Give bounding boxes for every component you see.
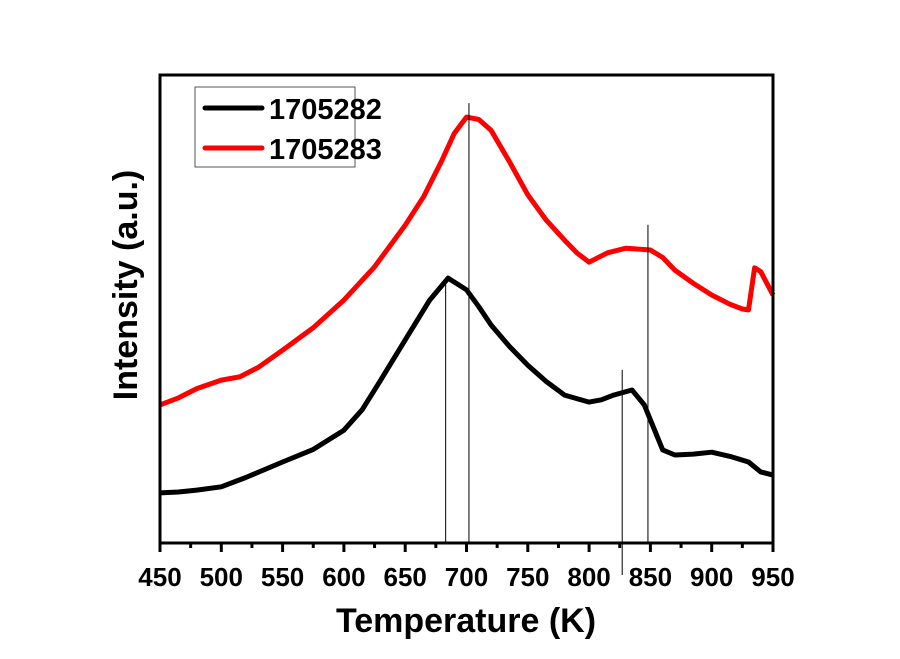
x-ticks [158, 543, 775, 552]
x-tick-label: 650 [384, 562, 427, 592]
series-line-1705282 [159, 275, 774, 496]
x-tick-label: 850 [629, 562, 672, 592]
legend-label-1705282: 1705282 [269, 94, 382, 126]
x-tick-label: 800 [567, 562, 610, 592]
x-tick-labels: 450 500 550 600 650 700 750 800 850 900 950 [138, 562, 794, 592]
x-tick-label: 950 [751, 562, 794, 592]
series-lines [159, 114, 776, 496]
x-tick-label: 900 [690, 562, 733, 592]
x-tick-label: 700 [445, 562, 488, 592]
legend-label-1705283: 1705283 [269, 134, 382, 166]
x-tick-label: 500 [200, 562, 243, 592]
x-tick-label: 450 [138, 562, 181, 592]
y-axis-label: Intensity (a.u.) [107, 170, 145, 400]
x-tick-label: 550 [261, 562, 304, 592]
legend: 1705282 1705283 [194, 86, 382, 168]
series-line-1705283 [159, 114, 776, 408]
x-tick-label: 600 [322, 562, 365, 592]
legend-box [194, 86, 356, 168]
x-axis-label: Temperature (K) [336, 602, 596, 640]
peak-markers [445, 103, 649, 575]
x-tick-label: 750 [506, 562, 549, 592]
